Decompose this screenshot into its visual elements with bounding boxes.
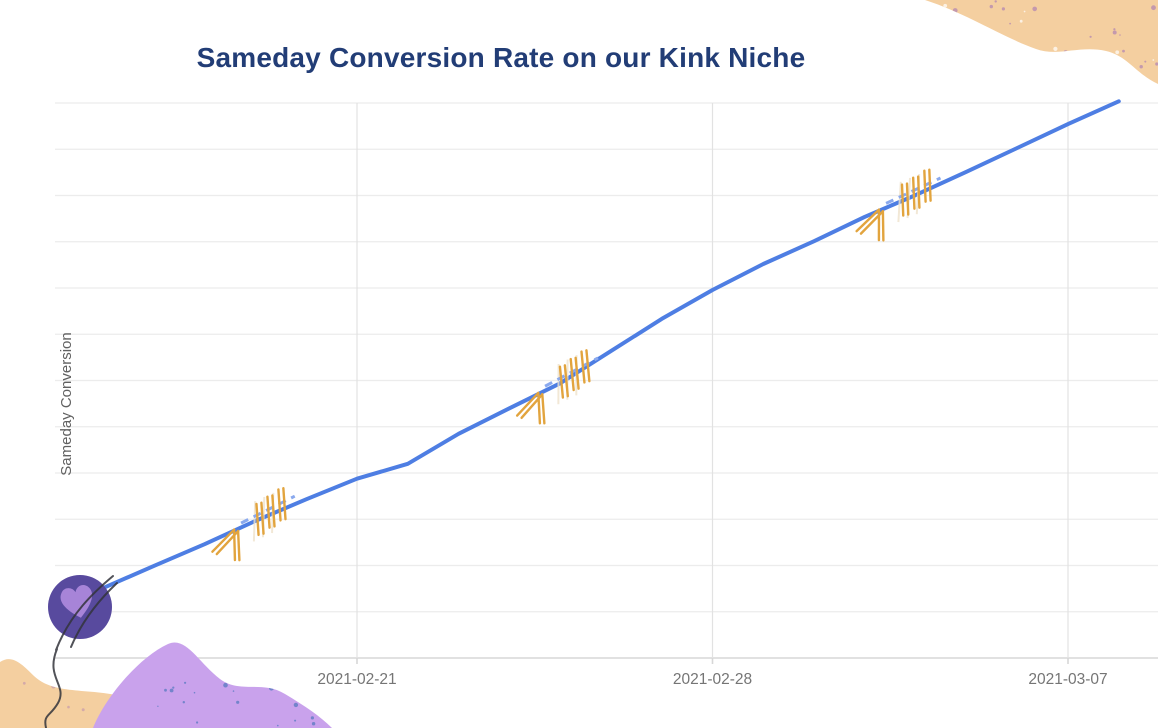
speckle-dot [110,669,113,673]
speckle-dot [952,8,958,13]
speckle-dot [293,702,299,708]
speckle-dot [67,705,70,709]
speckle-dot [325,700,330,706]
speckle-dot [164,688,167,692]
speckle-dot [1053,46,1058,52]
speckle-dot [1009,22,1011,25]
speckle-dot [64,668,67,672]
speckle-dot [81,708,85,712]
speckle-dot [223,682,228,688]
speckle-dot [22,681,26,685]
x-tick-label: 2021-02-21 [317,671,396,688]
speckle-dot [253,681,257,684]
speckle-dot [1115,50,1120,55]
heart-icon [60,585,93,618]
speckle-dot [193,691,196,694]
speckle-dot [1119,34,1121,36]
speckle-dot [51,684,56,689]
speckle-dot [182,701,185,704]
speckle-dot [232,690,235,692]
speckle-dot [311,722,316,726]
speckle-dot [310,716,314,720]
speckle-dot [937,38,943,43]
speckle-dot [1076,62,1080,67]
speckle-dot [172,686,175,689]
speckle-dot [236,700,240,704]
speckle-dot [266,684,269,687]
speckle-dot [294,719,297,722]
speckle-dot [955,12,959,16]
speckle-dot [1122,49,1125,53]
speckle-dot [1089,35,1092,38]
speckle-dot [1144,60,1147,63]
speckle-dot [238,660,242,664]
speckle-dot [131,650,134,653]
chart-title: Sameday Conversion Rate on our Kink Nich… [197,42,806,73]
speckle-dot [269,685,274,691]
speckle-dot [974,40,977,43]
speckle-dot [111,687,115,691]
speckle-dot [983,27,986,29]
speckle-dot [1023,10,1026,13]
blob-bottom-mountain [93,642,332,728]
speckle-dot [1139,65,1143,69]
arrow-doodle [855,168,942,242]
speckle-dot [1152,59,1155,61]
speckle-dot [959,16,963,21]
speckle-dot [989,4,993,9]
x-tick-label: 2021-02-28 [673,671,752,688]
blob-top-right [925,0,1158,84]
speckle-dot [943,3,948,8]
arrow-doodle [515,349,599,425]
speckle-dot [1028,54,1032,58]
speckle-dot [1063,50,1068,55]
speckle-dot [1151,5,1156,11]
speckle-dot [1032,6,1037,12]
x-tick-label: 2021-03-07 [1028,671,1107,688]
speckle-dot [100,661,105,666]
speckle-dot [191,642,196,645]
speckle-dot [169,688,174,693]
speckle-dot [231,666,236,670]
balloon-string [44,575,118,728]
speckle-dot [1093,72,1097,76]
speckle-dot [994,0,997,3]
speckle-dot [196,721,199,724]
speckle-dot [1007,63,1012,69]
arrow-doodle-layer [211,168,942,562]
speckle-dot [961,55,966,60]
y-axis-label: Sameday Conversion [58,332,75,475]
speckle-dot [157,705,159,707]
speckle-dot [983,50,988,54]
speckle-dot [976,63,980,67]
speckle-dot [326,693,330,698]
x-axis: 2021-02-21 2021-02-28 2021-03-07 [317,103,1108,688]
balloon-heart [44,575,118,728]
speckle-dot [1001,7,1006,11]
speckle-dot [1113,28,1116,31]
speckle-dot [1112,30,1117,35]
speckle-dot [324,697,328,702]
speckle-dot [277,724,279,727]
speckle-dot [1019,19,1023,23]
arrow-doodle [211,487,296,562]
speckle-dot [184,681,187,684]
speckle-dot [313,643,316,646]
grid-layer [55,102,1158,659]
